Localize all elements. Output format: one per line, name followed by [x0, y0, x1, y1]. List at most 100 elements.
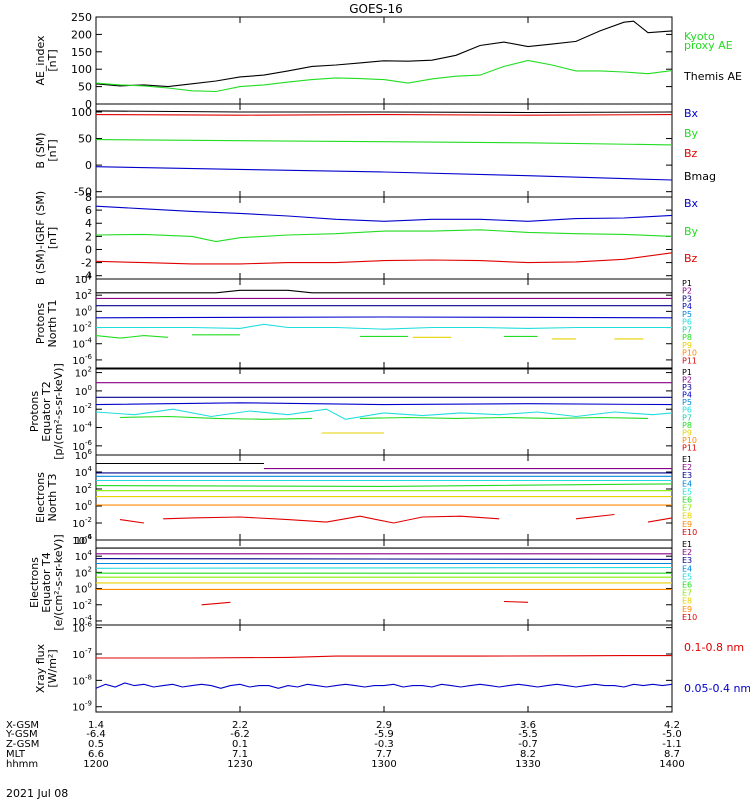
- legend-entry: Bz: [684, 252, 698, 265]
- ephemeris-value: 1200: [83, 759, 108, 770]
- legend-entry: E7: [682, 589, 692, 598]
- legend-entry: P7: [682, 325, 692, 334]
- legend-entry: P9: [682, 341, 692, 350]
- y-axis-label: Protons: [28, 391, 41, 432]
- panel-frame: [95, 103, 673, 198]
- series-line-p8: [95, 335, 169, 339]
- legend-entry: Bmag: [684, 170, 716, 183]
- series-line-p6: [95, 408, 673, 420]
- y-tick-label: 50: [78, 133, 92, 146]
- y-tick-label: 200: [71, 28, 92, 41]
- series-line-e10: [163, 515, 500, 524]
- y-tick-label: 106: [75, 448, 93, 462]
- ephemeris-row-label: Y-GSM: [5, 729, 38, 740]
- legend-entry: 0.1-0.8 nm: [684, 641, 744, 654]
- y-axis-label: [p/(cm²-s-sr-keV)]: [52, 363, 65, 460]
- ephemeris-value: -0.7: [518, 739, 538, 750]
- series-line-p8: [359, 416, 649, 419]
- legend-entry: P11: [682, 443, 697, 452]
- y-axis-label: B (SM): [34, 132, 47, 168]
- y-axis-label: [e/(cm²-s-sr-keV)]: [52, 534, 65, 630]
- y-tick-label: 250: [71, 11, 92, 24]
- y-axis-label: North T3: [46, 474, 59, 522]
- ephemeris-value: 0.5: [88, 739, 104, 750]
- legend-entry: P10: [682, 349, 697, 358]
- y-tick-label: 104: [75, 272, 93, 286]
- ephemeris-value: 7.7: [376, 749, 392, 760]
- series-line-p8: [119, 415, 313, 420]
- ephemeris-value: 1330: [515, 759, 540, 770]
- y-tick-label: 10-6: [72, 621, 92, 635]
- legend-entry: P8: [682, 333, 692, 342]
- legend-entry: E9: [682, 520, 692, 529]
- y-tick-label: 0: [85, 243, 92, 256]
- y-tick-label: 10-2: [72, 598, 92, 612]
- y-axis-label: [W/m²]: [46, 649, 59, 687]
- y-axis-label: [nT]: [46, 49, 59, 71]
- panel-protons_north: 10-6 10-4 10-2 100 102 104 Protons North T1 P1P2…: [34, 272, 697, 369]
- y-axis-label: Electrons: [34, 472, 47, 523]
- ephemeris-value: 2.9: [376, 720, 392, 731]
- y-tick-label: 100: [75, 384, 92, 398]
- y-tick-label: 100: [75, 499, 92, 513]
- y-axis-label: [nT]: [46, 227, 59, 249]
- y-axis-label: [nT]: [46, 139, 59, 161]
- y-tick-label: 104: [75, 549, 93, 563]
- ephemeris-value: -5.0: [662, 729, 682, 740]
- legend-entry: P3: [682, 294, 692, 303]
- y-axis-label: North T1: [46, 300, 59, 348]
- legend-entry: Bz: [684, 147, 698, 160]
- series-line-e10: [119, 519, 145, 524]
- series-line-bx: [95, 166, 673, 181]
- series-line-bmag: [95, 110, 673, 114]
- plot-title: GOES-16: [349, 2, 403, 16]
- series-line-kyoto-proxy-ae: [95, 59, 673, 93]
- ephemeris-row-label: MLT: [6, 749, 26, 760]
- y-axis-label: B (SM)-IGRF (SM): [34, 191, 47, 285]
- ephemeris-value: -0.3: [374, 739, 394, 750]
- series-line-bz: [95, 252, 673, 265]
- series-line-e10: [575, 513, 615, 520]
- series-line-e3: [95, 558, 673, 560]
- y-tick-label: 10-2: [72, 402, 92, 416]
- ephemeris-value: 8.7: [664, 749, 680, 760]
- y-tick-label: 102: [75, 482, 92, 496]
- ephemeris-value: -5.5: [518, 729, 538, 740]
- ephemeris-value: 1300: [371, 759, 396, 770]
- series-line-0-05-0-4-nm: [95, 682, 673, 689]
- legend-entry: By: [684, 225, 699, 238]
- series-line-e6: [95, 483, 673, 487]
- ephemeris-value: 1400: [659, 759, 684, 770]
- y-axis-label: Xray flux: [34, 643, 47, 693]
- y-tick-label: 8: [85, 191, 92, 204]
- legend-entry: P6: [682, 406, 692, 415]
- date-label: 2021 Jul 08: [6, 787, 68, 800]
- legend-entry: E10: [682, 528, 697, 537]
- legend-entry: P5: [682, 398, 692, 407]
- panel-frame: [95, 196, 673, 280]
- ephemeris-value: -6.4: [86, 729, 106, 740]
- panel-xray: 10-9 10-8 10-7 10-6 Xray flux [W/m²] 0.1-0.8 n…: [34, 621, 750, 714]
- legend-entry: E8: [682, 597, 692, 606]
- legend-entry: E1: [682, 540, 692, 549]
- ephemeris-value: 3.6: [520, 720, 536, 731]
- y-tick-label: 10-4: [72, 614, 92, 628]
- y-tick-label: 50: [78, 81, 92, 94]
- legend-entry: E2: [682, 463, 692, 472]
- legend-entry: P9: [682, 428, 692, 437]
- legend-entry: P7: [682, 413, 692, 422]
- legend-entry: E8: [682, 512, 692, 521]
- legend-entry: P8: [682, 421, 692, 430]
- y-tick-label: 102: [75, 366, 92, 380]
- legend-entry: 0.05-0.4 nm: [684, 682, 750, 695]
- y-tick-label: 100: [71, 106, 92, 119]
- legend-entry: E9: [682, 605, 692, 614]
- legend-entry: E1: [682, 455, 692, 464]
- legend-entry: E5: [682, 487, 692, 496]
- y-tick-label: 10-4: [72, 337, 92, 351]
- panel-bsm: -50 0 50 100 B (SM) [nT] Bx By Bz Bmag: [34, 103, 716, 199]
- y-tick-label: 4: [85, 217, 92, 230]
- ephemeris-value: -5.9: [374, 729, 394, 740]
